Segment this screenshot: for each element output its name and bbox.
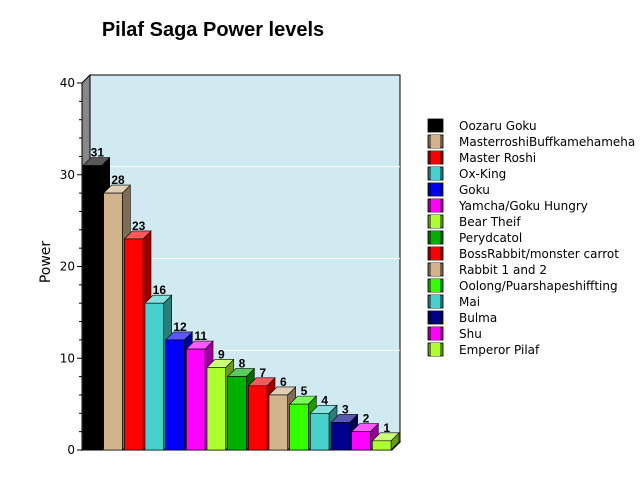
y-tick-label: 40	[60, 76, 75, 90]
bar-front	[310, 412, 330, 451]
legend-swatch-face	[431, 279, 440, 292]
legend-label: Oozaru Goku	[459, 119, 537, 133]
bar-front	[248, 385, 268, 451]
data-label: 12	[173, 320, 187, 334]
bar-front	[372, 440, 392, 451]
bar-front	[82, 165, 102, 451]
legend-swatch-face	[431, 295, 440, 308]
legend-label: Oolong/Puarshapeshiffting	[459, 279, 618, 293]
data-label: 8	[239, 357, 246, 371]
legend-label: Goku	[459, 183, 490, 197]
y-tick-label: 20	[60, 260, 75, 274]
legend-item: BossRabbit/monster carrot	[427, 246, 619, 261]
y-axis: 0 10 20 30 40	[60, 76, 83, 457]
data-label: 11	[194, 329, 207, 343]
legend-swatch-face	[431, 167, 440, 180]
legend-label: Master Roshi	[459, 151, 536, 165]
legend-swatch-face	[431, 247, 440, 260]
bar-front	[206, 367, 226, 451]
bar-front	[103, 192, 123, 451]
data-label: 16	[153, 283, 167, 297]
legend-swatch-face	[431, 119, 440, 132]
data-label: 3	[342, 402, 349, 416]
y-tick-label: 10	[60, 351, 75, 365]
legend-item: Perydcatol	[427, 230, 522, 245]
bar-front	[268, 394, 288, 451]
legend-swatch-face	[431, 199, 440, 212]
y-tick-label: 30	[60, 168, 75, 182]
legend-swatch-face	[431, 135, 440, 148]
bar-front	[124, 238, 144, 451]
legend-label: Emperor Pilaf	[459, 343, 540, 357]
bar-front	[330, 422, 350, 451]
legend-item: Emperor Pilaf	[427, 342, 540, 357]
bar	[350, 422, 380, 451]
legend-item: Bulma	[427, 310, 497, 325]
legend-item: Oozaru Goku	[427, 118, 537, 133]
legend: Oozaru Goku MasterroshiBuffkamehameha Mast…	[427, 118, 635, 357]
chart-title: Pilaf Saga Power levels	[102, 19, 324, 41]
legend-item: Master Roshi	[427, 150, 536, 165]
legend-item: Shu	[427, 326, 482, 341]
data-label: 23	[132, 219, 146, 233]
bar-front	[227, 376, 247, 451]
bar-front	[144, 302, 164, 451]
legend-label: Bulma	[459, 311, 497, 325]
legend-swatch-face	[431, 215, 440, 228]
data-label: 6	[280, 375, 287, 389]
legend-item: MasterroshiBuffkamehameha	[427, 134, 635, 149]
legend-swatch-face	[431, 183, 440, 196]
legend-swatch-face	[431, 231, 440, 244]
legend-label: Bear Theif	[459, 215, 521, 229]
legend-label: Mai	[459, 295, 480, 309]
legend-label: Shu	[459, 327, 482, 341]
bar-front	[351, 431, 371, 451]
data-label: 5	[301, 384, 308, 398]
legend-item: Yamcha/Goku Hungry	[427, 198, 588, 213]
bar-front	[289, 403, 309, 451]
legend-label: BossRabbit/monster carrot	[459, 247, 619, 261]
legend-label: MasterroshiBuffkamehameha	[459, 135, 635, 149]
legend-swatch-face	[431, 343, 440, 356]
legend-item: Oolong/Puarshapeshiffting	[427, 278, 618, 293]
data-label: 9	[218, 347, 225, 361]
data-label: 1	[383, 421, 390, 435]
y-tick-label: 0	[67, 443, 75, 457]
legend-label: Ox-King	[459, 167, 506, 181]
legend-label: Yamcha/Goku Hungry	[458, 199, 588, 213]
bar	[371, 432, 400, 451]
legend-label: Rabbit 1 and 2	[459, 263, 547, 277]
data-label: 28	[111, 173, 125, 187]
bar-front	[186, 348, 206, 451]
bar-front	[165, 339, 185, 451]
data-label: 31	[91, 146, 105, 160]
legend-item: Mai	[427, 294, 480, 309]
y-axis-label: Power	[38, 241, 54, 284]
legend-item: Goku	[427, 182, 490, 197]
data-label: 7	[259, 366, 266, 380]
data-label: 2	[363, 412, 370, 426]
legend-item: Ox-King	[427, 166, 506, 181]
legend-swatch-face	[431, 311, 440, 324]
legend-swatch-face	[431, 151, 440, 164]
legend-item: Rabbit 1 and 2	[427, 262, 547, 277]
legend-item: Bear Theif	[427, 214, 521, 229]
legend-label: Perydcatol	[459, 231, 522, 245]
legend-swatch-face	[431, 263, 440, 276]
data-label: 4	[321, 393, 328, 407]
legend-swatch-face	[431, 327, 440, 340]
bars	[82, 156, 400, 451]
